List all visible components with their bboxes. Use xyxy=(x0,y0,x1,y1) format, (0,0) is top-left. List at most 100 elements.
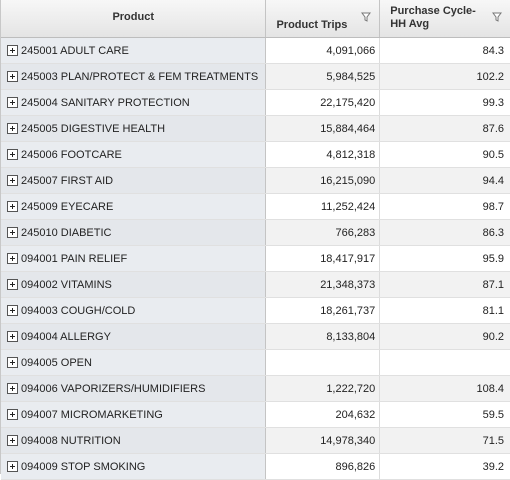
table-row[interactable]: 245009 EYECARE 11,252,424 98.7 xyxy=(1,194,510,220)
purchase-cycle-cell: 98.7 xyxy=(380,194,510,219)
expand-icon[interactable] xyxy=(7,45,18,56)
product-trips-cell: 22,175,420 xyxy=(266,90,381,115)
expand-icon[interactable] xyxy=(7,435,18,446)
expand-icon[interactable] xyxy=(7,279,18,290)
expand-icon[interactable] xyxy=(7,97,18,108)
product-trips-cell: 4,091,066 xyxy=(266,38,381,63)
purchase-cycle-cell: 90.2 xyxy=(380,324,510,349)
table-row[interactable]: 245001 ADULT CARE 4,091,066 84.3 xyxy=(1,38,510,64)
expand-icon[interactable] xyxy=(7,201,18,212)
product-cell[interactable]: 245004 SANITARY PROTECTION xyxy=(1,90,267,115)
product-cell[interactable]: 245006 FOOTCARE xyxy=(1,142,267,167)
table-row[interactable]: 094008 NUTRITION 14,978,340 71.5 xyxy=(1,428,510,454)
product-cell[interactable]: 245003 PLAN/PROTECT & FEM TREATMENTS xyxy=(1,64,267,89)
table-row[interactable]: 245010 DIABETIC 766,283 86.3 xyxy=(1,220,510,246)
product-trips-cell: 21,348,373 xyxy=(266,272,381,297)
expand-icon[interactable] xyxy=(7,409,18,420)
product-cell[interactable]: 245001 ADULT CARE xyxy=(1,38,267,63)
purchase-cycle-cell: 95.9 xyxy=(380,246,510,271)
table-row[interactable]: 094006 VAPORIZERS/HUMIDIFIERS 1,222,720 10… xyxy=(1,376,510,402)
expand-icon[interactable] xyxy=(7,123,18,134)
table-row[interactable]: 245003 PLAN/PROTECT & FEM TREATMENTS 5,98… xyxy=(1,64,510,90)
product-label: 094004 ALLERGY xyxy=(21,330,111,343)
product-label: 094009 STOP SMOKING xyxy=(21,460,146,473)
grid-body: 245001 ADULT CARE 4,091,066 84.3 245003 PLA… xyxy=(1,38,510,480)
product-trips-cell: 8,133,804 xyxy=(266,324,381,349)
purchase-cycle-value: 87.1 xyxy=(482,278,504,291)
product-cell[interactable]: 245009 EYECARE xyxy=(1,194,267,219)
product-trips-value: 8,133,804 xyxy=(326,330,376,343)
product-cell[interactable]: 094006 VAPORIZERS/HUMIDIFIERS xyxy=(1,376,267,401)
purchase-cycle-value: 94.4 xyxy=(482,174,504,187)
column-header-purchase-cycle[interactable]: Purchase Cycle- HH Avg xyxy=(380,0,510,37)
product-trips-cell: 18,261,737 xyxy=(266,298,381,323)
table-row[interactable]: 245005 DIGESTIVE HEALTH 15,884,464 87.6 xyxy=(1,116,510,142)
product-label: 094007 MICROMARKETING xyxy=(21,408,163,421)
table-row[interactable]: 094005 OPEN xyxy=(1,350,510,376)
table-row[interactable]: 094004 ALLERGY 8,133,804 90.2 xyxy=(1,324,510,350)
expand-icon[interactable] xyxy=(7,461,18,472)
product-trips-value: 1,222,720 xyxy=(326,382,376,395)
table-row[interactable]: 094007 MICROMARKETING 204,632 59.5 xyxy=(1,402,510,428)
product-trips-cell: 15,884,464 xyxy=(266,116,381,141)
table-row[interactable]: 245004 SANITARY PROTECTION 22,175,420 99.3 xyxy=(1,90,510,116)
expand-icon[interactable] xyxy=(7,305,18,316)
product-cell[interactable]: 245010 DIABETIC xyxy=(1,220,267,245)
product-trips-value: 15,884,464 xyxy=(320,122,376,135)
product-trips-cell: 896,826 xyxy=(266,454,381,479)
expand-icon[interactable] xyxy=(7,175,18,186)
product-cell[interactable]: 094004 ALLERGY xyxy=(1,324,267,349)
product-trips-value: 18,417,917 xyxy=(320,252,376,265)
column-header-product[interactable]: Product xyxy=(1,0,267,37)
product-label: 245004 SANITARY PROTECTION xyxy=(21,96,190,109)
purchase-cycle-value: 95.9 xyxy=(482,252,504,265)
product-label: 245006 FOOTCARE xyxy=(21,148,122,161)
product-cell[interactable]: 245005 DIGESTIVE HEALTH xyxy=(1,116,267,141)
filter-icon[interactable] xyxy=(361,12,372,22)
expand-icon[interactable] xyxy=(7,331,18,342)
product-cell[interactable]: 094009 STOP SMOKING xyxy=(1,454,267,479)
table-row[interactable]: 094001 PAIN RELIEF 18,417,917 95.9 xyxy=(1,246,510,272)
product-cell[interactable]: 094005 OPEN xyxy=(1,350,267,375)
product-label: 094005 OPEN xyxy=(21,356,92,369)
table-row[interactable]: 094009 STOP SMOKING 896,826 39.2 xyxy=(1,454,510,480)
expand-icon[interactable] xyxy=(7,149,18,160)
product-trips-value: 21,348,373 xyxy=(320,278,376,291)
product-trips-cell: 204,632 xyxy=(266,402,381,427)
product-cell[interactable]: 094001 PAIN RELIEF xyxy=(1,246,267,271)
product-trips-value: 5,984,525 xyxy=(326,70,376,83)
purchase-cycle-cell: 87.6 xyxy=(380,116,510,141)
product-cell[interactable]: 094007 MICROMARKETING xyxy=(1,402,267,427)
purchase-cycle-value: 108.4 xyxy=(476,382,504,395)
product-trips-cell: 11,252,424 xyxy=(266,194,381,219)
filter-icon[interactable] xyxy=(491,12,502,22)
purchase-cycle-value: 90.5 xyxy=(482,148,504,161)
expand-icon[interactable] xyxy=(7,71,18,82)
purchase-cycle-value: 86.3 xyxy=(482,226,504,239)
table-row[interactable]: 245006 FOOTCARE 4,812,318 90.5 xyxy=(1,142,510,168)
product-cell[interactable]: 245007 FIRST AID xyxy=(1,168,267,193)
purchase-cycle-cell: 81.1 xyxy=(380,298,510,323)
purchase-cycle-value: 39.2 xyxy=(482,460,504,473)
product-cell[interactable]: 094002 VITAMINS xyxy=(1,272,267,297)
product-label: 094003 COUGH/COLD xyxy=(21,304,136,317)
product-label: 245001 ADULT CARE xyxy=(21,44,129,57)
product-cell[interactable]: 094003 COUGH/COLD xyxy=(1,298,267,323)
column-header-product-trips[interactable]: Product Trips xyxy=(266,0,381,37)
expand-icon[interactable] xyxy=(7,383,18,394)
product-trips-value: 896,826 xyxy=(335,460,376,473)
product-trips-value: 766,283 xyxy=(335,226,376,239)
table-row[interactable]: 245007 FIRST AID 16,215,090 94.4 xyxy=(1,168,510,194)
product-label: 094006 VAPORIZERS/HUMIDIFIERS xyxy=(21,382,206,395)
table-row[interactable]: 094002 VITAMINS 21,348,373 87.1 xyxy=(1,272,510,298)
expand-icon[interactable] xyxy=(7,253,18,264)
purchase-cycle-cell: 39.2 xyxy=(380,454,510,479)
table-row[interactable]: 094003 COUGH/COLD 18,261,737 81.1 xyxy=(1,298,510,324)
column-header-product-trips-label: Product Trips xyxy=(276,19,348,31)
expand-icon[interactable] xyxy=(7,227,18,238)
product-trips-value: 16,215,090 xyxy=(320,174,376,187)
purchase-cycle-cell: 99.3 xyxy=(380,90,510,115)
expand-icon[interactable] xyxy=(7,357,18,368)
product-cell[interactable]: 094008 NUTRITION xyxy=(1,428,267,453)
